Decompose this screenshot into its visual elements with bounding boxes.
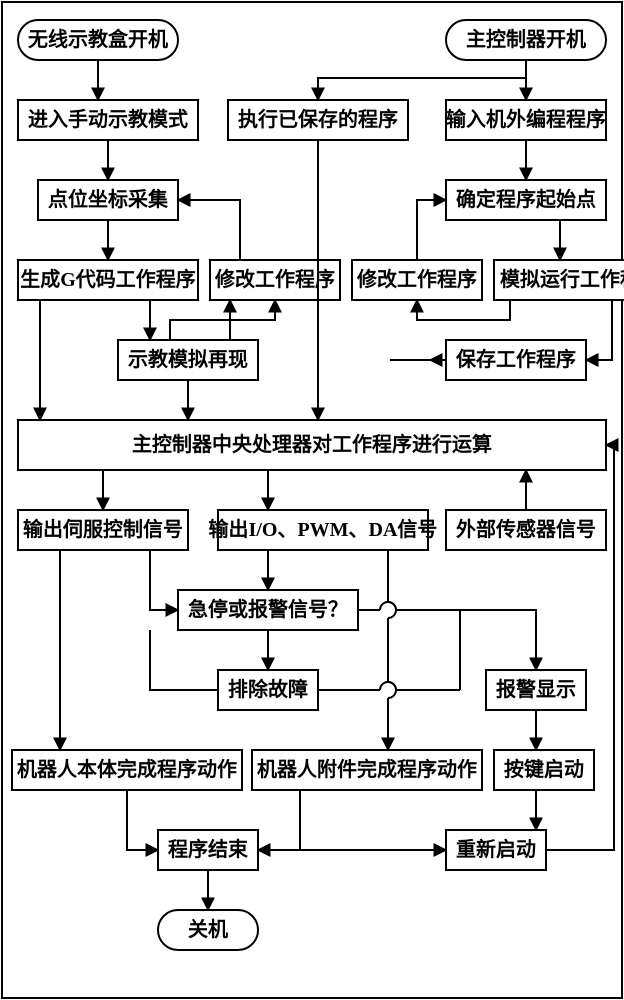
flowchart-svg: 无线示教盒开机 主控制器开机 进入手动示教模式 执行已保存的程序 输入机外编程程… (0, 0, 624, 1000)
label-n18: 急停或报警信号？ (188, 597, 348, 621)
label-n26: 关机 (188, 917, 228, 941)
label-n14: 主控制器中央处理器对工作程序进行运算 (132, 432, 492, 456)
label-n1: 无线示教盒开机 (28, 27, 168, 51)
label-n21: 机器人本体完成程序动作 (17, 757, 237, 781)
label-n10: 修改工作程序 (356, 267, 477, 291)
label-n16: 输出I/O、PWM、DA信号 (209, 517, 438, 541)
label-n22: 机器人附件完成程序动作 (257, 757, 477, 781)
label-n19: 排除故障 (228, 677, 308, 701)
label-n23: 按键启动 (504, 757, 584, 781)
label-n5: 输入机外编程程序 (446, 107, 606, 131)
label-n3: 进入手动示教模式 (28, 107, 188, 131)
label-n6: 点位坐标采集 (48, 187, 169, 211)
label-n17: 外部传感器信号 (456, 517, 596, 541)
label-n13: 保存工作程序 (455, 347, 576, 371)
label-n24: 程序结束 (168, 837, 249, 861)
label-n2: 主控制器开机 (466, 27, 586, 51)
label-n9: 修改工作程序 (214, 267, 335, 291)
label-n15: 输出伺服控制信号 (23, 517, 183, 541)
label-n27: 模拟运行工作程序 (500, 267, 624, 291)
label-n8: 生成G代码工作程序 (20, 267, 196, 291)
label-n4: 执行已保存的程序 (238, 107, 398, 131)
label-n7: 确定程序起始点 (456, 187, 596, 211)
label-n20: 报警显示 (496, 677, 576, 701)
label-n25: 重新启动 (456, 837, 536, 861)
label-n12: 示教模拟再现 (128, 347, 248, 371)
